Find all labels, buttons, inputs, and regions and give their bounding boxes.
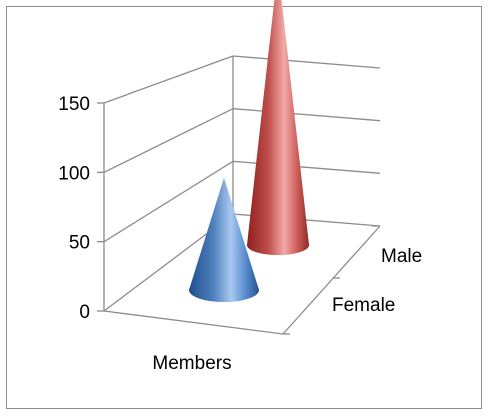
chart-frame (6, 6, 482, 409)
gridline-back (232, 108, 381, 122)
gridline-side (103, 108, 234, 173)
cone-body (247, 0, 309, 255)
gridline-side (103, 55, 234, 104)
chart-marks (189, 0, 309, 302)
y-tick-label: 100 (58, 163, 90, 184)
y-tick-label: 150 (58, 94, 90, 115)
y-axis-ticks: 0 50 100 150 (58, 94, 104, 323)
cone-male (247, 0, 309, 255)
gridline-back (232, 55, 381, 69)
gridline-side (103, 160, 234, 243)
category-labels: Members Female Male (152, 246, 422, 374)
x-category-label: Members (152, 353, 231, 374)
floor-right-edge (282, 225, 381, 335)
cone-body (189, 177, 259, 302)
cone-female (189, 177, 259, 302)
floor-front-edge (103, 310, 284, 335)
gridlines (103, 55, 381, 243)
depth-label-female: Female (332, 295, 395, 316)
gridline-back (232, 160, 381, 174)
y-tick-label: 50 (69, 233, 90, 254)
depth-label-male: Male (381, 246, 422, 267)
y-tick-label: 0 (79, 302, 90, 323)
